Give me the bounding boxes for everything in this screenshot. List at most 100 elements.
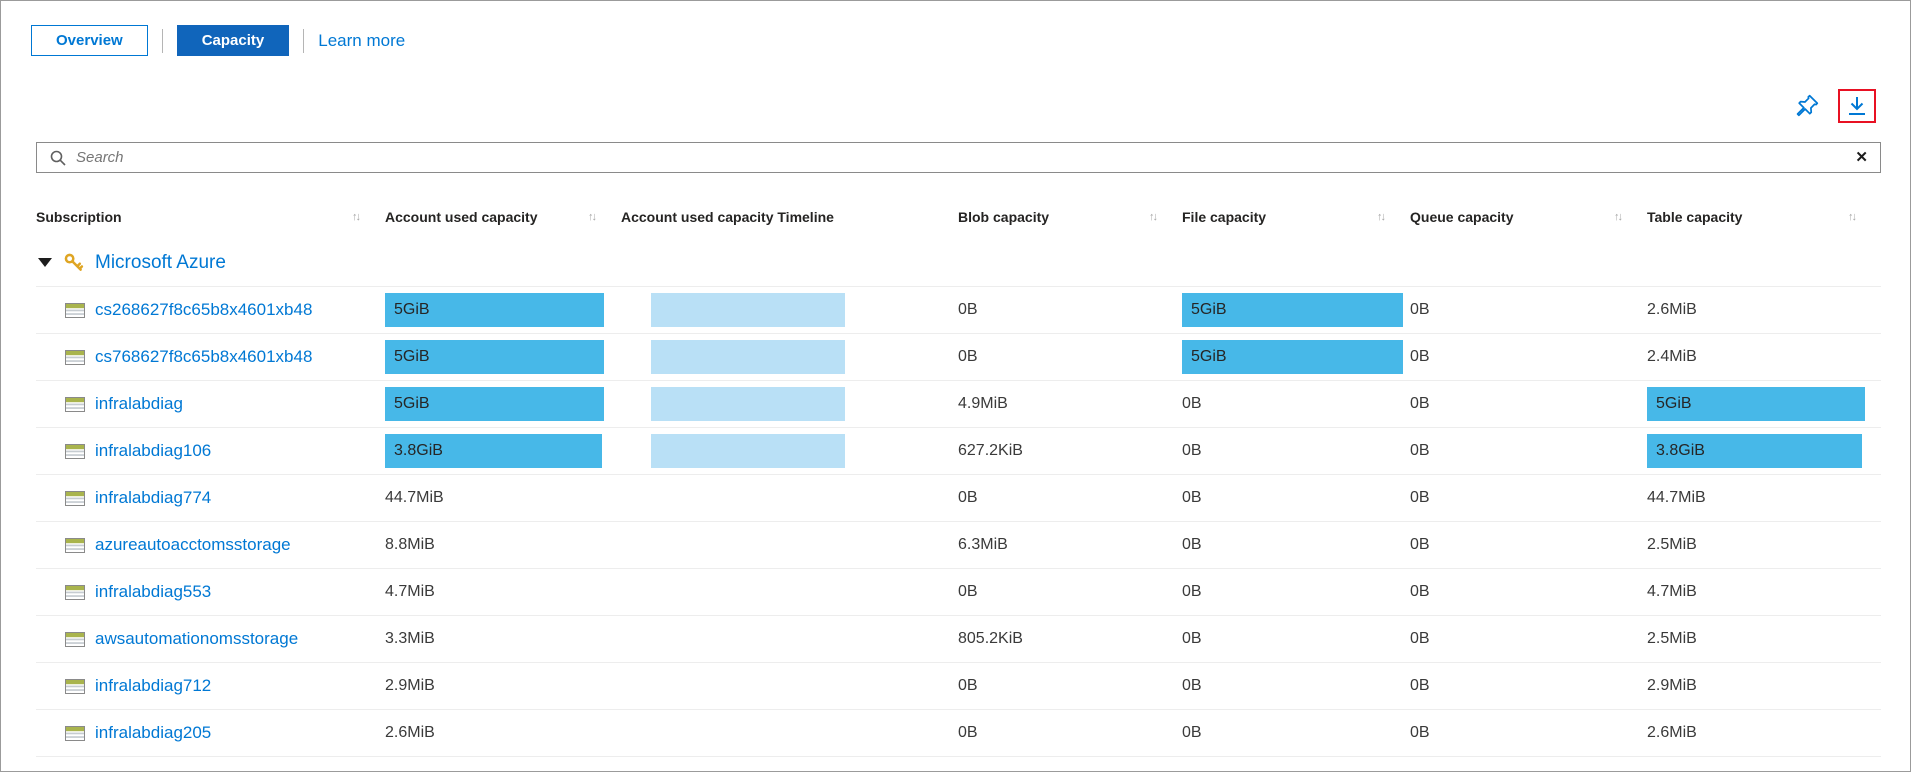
storage-account-link[interactable]: cs268627f8c65b8x4601xb48 bbox=[95, 300, 313, 319]
table-row: infralabdiag106 3.8GiB 627.2KiB 0B 0B 3.… bbox=[36, 428, 1881, 475]
account-used-capacity-cell: 3.8GiB bbox=[385, 434, 621, 468]
file-capacity-cell: 0B bbox=[1182, 536, 1410, 554]
capacity-value: 0B bbox=[1182, 395, 1202, 412]
storage-account-link[interactable]: cs768627f8c65b8x4601xb48 bbox=[95, 347, 313, 366]
queue-capacity-cell: 0B bbox=[1410, 630, 1647, 648]
capacity-value: 0B bbox=[958, 489, 978, 506]
timeline-cell bbox=[621, 732, 958, 734]
capacity-bar: 5GiB bbox=[385, 340, 605, 374]
tab-divider bbox=[161, 28, 163, 53]
storage-account-icon bbox=[65, 349, 85, 365]
storage-account-link[interactable]: awsautomationomsstorage bbox=[95, 629, 299, 648]
storage-account-link[interactable]: infralabdiag106 bbox=[95, 441, 212, 460]
account-used-capacity-cell: 44.7MiB bbox=[385, 489, 621, 507]
search-icon bbox=[49, 149, 67, 167]
table-row: cs268627f8c65b8x4601xb48 5GiB 0B 5GiB 0B… bbox=[36, 287, 1881, 334]
timeline-cell bbox=[621, 387, 958, 421]
account-used-capacity-cell: 5GiB bbox=[385, 387, 621, 421]
table-row: awsautomationomsstorage 3.3MiB 805.2KiB … bbox=[36, 616, 1881, 663]
account-used-capacity-cell: 2.9MiB bbox=[385, 677, 621, 695]
capacity-value: 805.2KiB bbox=[958, 630, 1023, 647]
column-header-subscription[interactable]: Subscription ↑↓ bbox=[36, 209, 385, 225]
file-capacity-cell: 5GiB bbox=[1182, 293, 1410, 327]
table-capacity-cell: 4.7MiB bbox=[1647, 583, 1881, 601]
capacity-value: 0B bbox=[1182, 677, 1202, 694]
pin-icon[interactable] bbox=[1794, 93, 1820, 119]
column-header-file-capacity[interactable]: File capacity ↑↓ bbox=[1182, 209, 1410, 225]
overview-tab[interactable]: Overview bbox=[31, 25, 148, 56]
storage-account-link[interactable]: infralabdiag bbox=[95, 394, 183, 413]
timeline-sparkline bbox=[651, 434, 845, 468]
column-label: Table capacity bbox=[1647, 209, 1743, 225]
capacity-bar: 5GiB bbox=[385, 387, 605, 421]
table-capacity-cell: 2.6MiB bbox=[1647, 724, 1881, 742]
storage-account-icon bbox=[65, 537, 85, 553]
timeline-sparkline bbox=[651, 340, 845, 374]
account-used-capacity-cell: 8.8MiB bbox=[385, 536, 621, 554]
blob-capacity-cell: 0B bbox=[958, 489, 1182, 507]
capacity-bar: 5GiB bbox=[1182, 293, 1404, 327]
table-capacity-cell: 2.9MiB bbox=[1647, 677, 1881, 695]
account-used-capacity-cell: 5GiB bbox=[385, 340, 621, 374]
capacity-value: 627.2KiB bbox=[958, 442, 1023, 459]
capacity-value: 2.6MiB bbox=[1647, 301, 1697, 318]
capacity-value: 0B bbox=[958, 677, 978, 694]
capacity-bar: 3.8GiB bbox=[1647, 434, 1863, 468]
column-header-blob-capacity[interactable]: Blob capacity ↑↓ bbox=[958, 209, 1182, 225]
key-icon bbox=[63, 252, 84, 273]
capacity-tab[interactable]: Capacity bbox=[176, 25, 290, 56]
capacity-bar: 5GiB bbox=[1182, 340, 1404, 374]
storage-account-link[interactable]: infralabdiag205 bbox=[95, 723, 212, 742]
file-capacity-cell: 0B bbox=[1182, 395, 1410, 413]
subscription-group-row[interactable]: Microsoft Azure bbox=[36, 239, 1881, 287]
file-capacity-cell: 0B bbox=[1182, 724, 1410, 742]
table-capacity-cell: 2.5MiB bbox=[1647, 536, 1881, 554]
capacity-value: 0B bbox=[1410, 489, 1430, 506]
account-used-capacity-cell: 2.6MiB bbox=[385, 724, 621, 742]
column-header-account-used-capacity[interactable]: Account used capacity ↑↓ bbox=[385, 209, 621, 225]
storage-account-link[interactable]: infralabdiag774 bbox=[95, 488, 212, 507]
learn-more-link[interactable]: Learn more bbox=[318, 30, 406, 50]
clear-search-icon[interactable]: ✕ bbox=[1855, 149, 1868, 166]
capacity-value: 3.3MiB bbox=[385, 630, 435, 647]
timeline-cell bbox=[621, 638, 958, 640]
subscription-name-link[interactable]: Microsoft Azure bbox=[95, 251, 226, 273]
table-row: infralabdiag 5GiB 4.9MiB 0B 0B 5GiB bbox=[36, 381, 1881, 428]
file-capacity-cell: 5GiB bbox=[1182, 340, 1410, 374]
table-row: infralabdiag553 4.7MiB 0B 0B 0B 4.7MiB bbox=[36, 569, 1881, 616]
queue-capacity-cell: 0B bbox=[1410, 395, 1647, 413]
sort-icon[interactable]: ↑↓ bbox=[1377, 211, 1386, 223]
blob-capacity-cell: 627.2KiB bbox=[958, 442, 1182, 460]
storage-account-link[interactable]: infralabdiag712 bbox=[95, 676, 212, 695]
search-input[interactable] bbox=[76, 149, 1847, 166]
timeline-cell bbox=[621, 340, 958, 374]
storage-account-icon bbox=[65, 302, 85, 318]
file-capacity-cell: 0B bbox=[1182, 583, 1410, 601]
capacity-value: 4.7MiB bbox=[385, 583, 435, 600]
storage-account-icon bbox=[65, 396, 85, 412]
capacity-value: 0B bbox=[958, 348, 978, 365]
sort-icon[interactable]: ↑↓ bbox=[352, 211, 361, 223]
storage-account-icon bbox=[65, 725, 85, 741]
blob-capacity-cell: 0B bbox=[958, 301, 1182, 319]
collapse-triangle-icon[interactable] bbox=[38, 258, 52, 267]
toolbar-icons bbox=[1794, 89, 1876, 123]
sort-icon[interactable]: ↑↓ bbox=[1848, 211, 1857, 223]
queue-capacity-cell: 0B bbox=[1410, 489, 1647, 507]
column-header-table-capacity[interactable]: Table capacity ↑↓ bbox=[1647, 209, 1881, 225]
sort-icon[interactable]: ↑↓ bbox=[1614, 211, 1623, 223]
sort-icon[interactable]: ↑↓ bbox=[588, 211, 597, 223]
view-tabs: Overview Capacity Learn more bbox=[31, 25, 1910, 56]
capacity-value: 2.6MiB bbox=[385, 724, 435, 741]
capacity-value: 0B bbox=[1410, 442, 1430, 459]
sort-icon[interactable]: ↑↓ bbox=[1149, 211, 1158, 223]
download-icon[interactable] bbox=[1838, 89, 1876, 123]
capacity-value: 2.9MiB bbox=[1647, 677, 1697, 694]
timeline-sparkline bbox=[651, 293, 845, 327]
storage-account-link[interactable]: infralabdiag553 bbox=[95, 582, 212, 601]
column-header-queue-capacity[interactable]: Queue capacity ↑↓ bbox=[1410, 209, 1647, 225]
capacity-value: 0B bbox=[1182, 724, 1202, 741]
capacity-value: 0B bbox=[1410, 677, 1430, 694]
storage-account-link[interactable]: azureautoacctomsstorage bbox=[95, 535, 291, 554]
file-capacity-cell: 0B bbox=[1182, 630, 1410, 648]
